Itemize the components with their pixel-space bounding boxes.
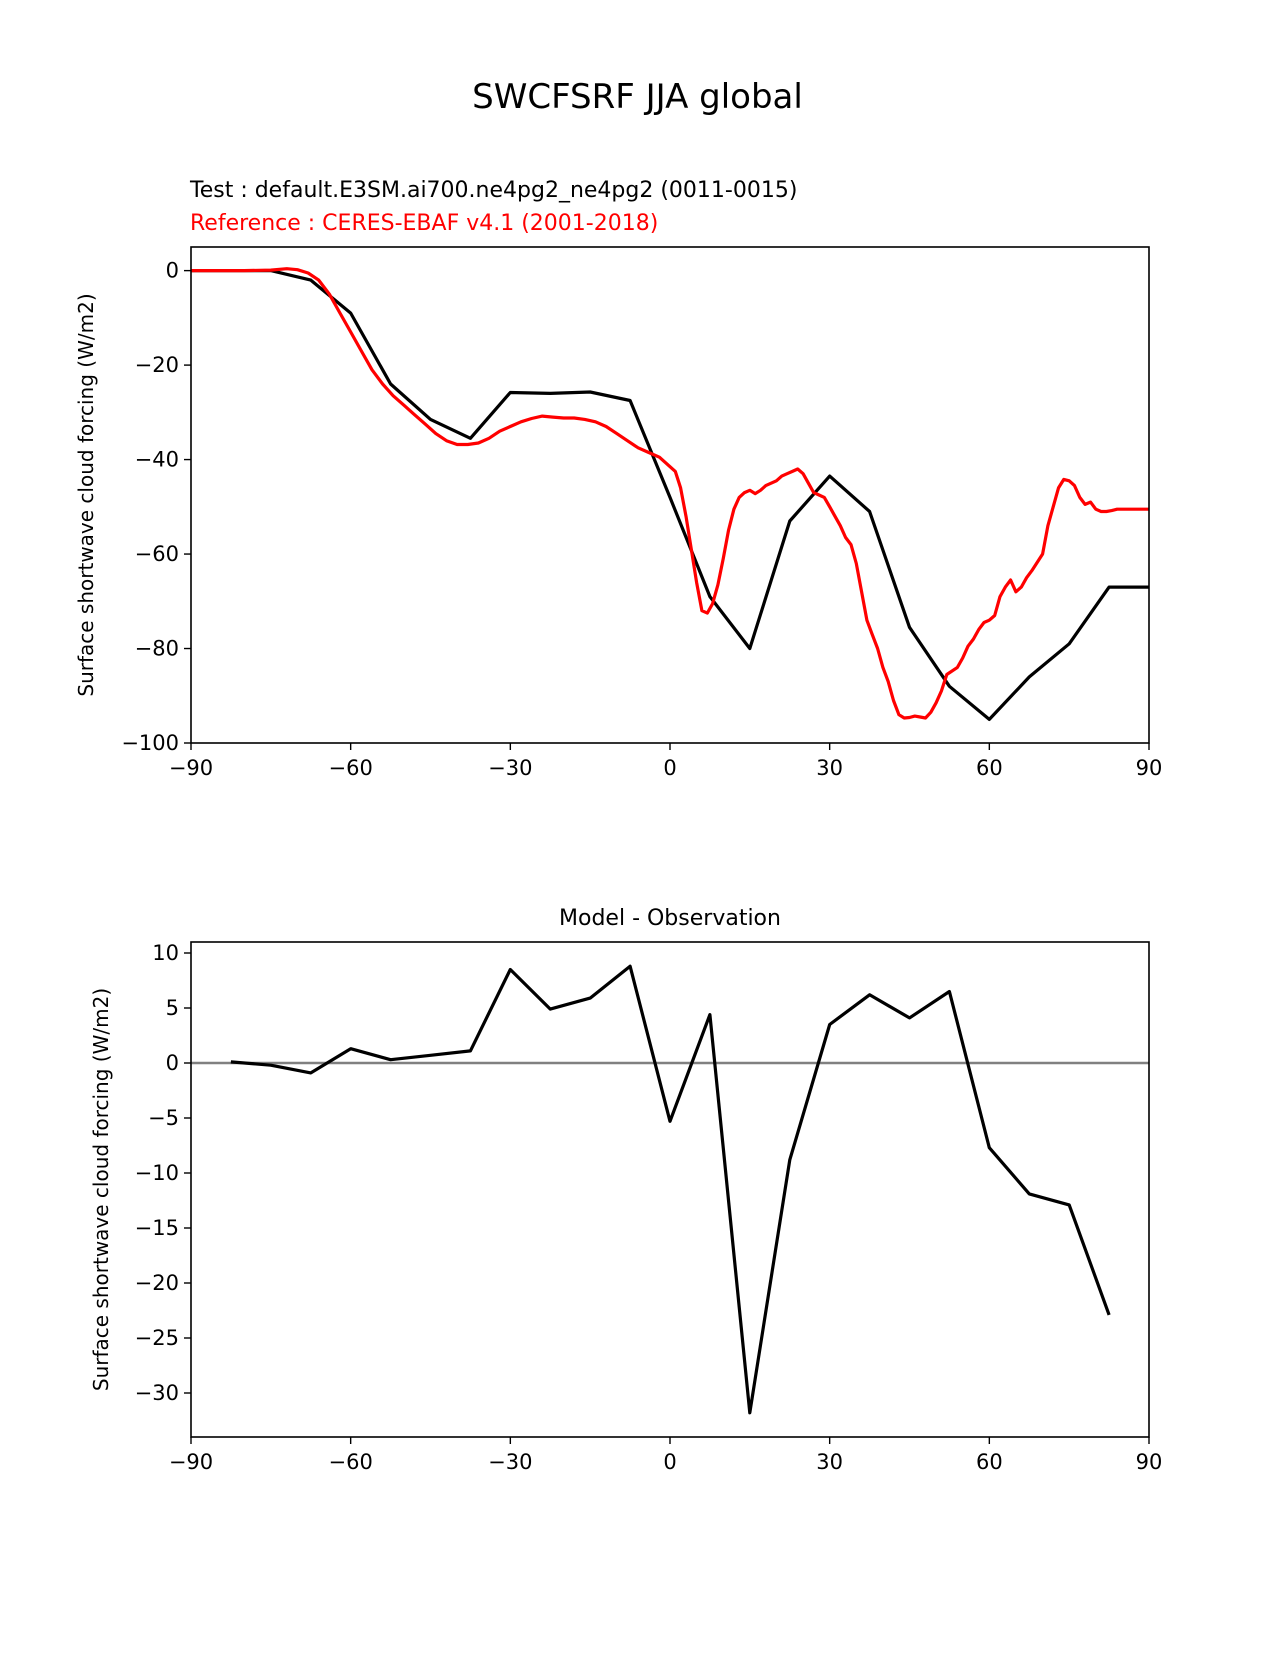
top-panel: −90 −60 −30 0 30 60 90 0 −20 −40 −60 −80 −100 Surface… [74,246,1163,780]
figure-title: SWCFSRF JJA global [472,77,803,117]
x-tick-label: 30 [816,1450,843,1474]
y-tick-label: 0 [166,1051,179,1075]
reference-label: Reference : CERES-EBAF v4.1 (2001-2018) [190,211,658,236]
y-tick-label: 0 [166,259,179,283]
x-tick-label: 90 [1136,1450,1163,1474]
y-tick-label: 5 [166,996,179,1020]
y-tick-label: −20 [135,1271,179,1295]
y-tick-label: 10 [152,941,179,965]
y-tick-label: −100 [121,731,179,755]
y-axis-label: Surface shortwave cloud forcing (W/m2) [89,988,113,1391]
y-tick-label: −30 [135,1381,179,1405]
x-tick-label: −90 [169,756,213,780]
y-tick-label: −25 [135,1326,179,1350]
y-tick-label: −5 [148,1106,179,1130]
series-line-reference [191,267,1149,720]
y-axis-label: Surface shortwave cloud forcing (W/m2) [74,293,98,696]
x-tick-label: 60 [976,756,1003,780]
x-tick-label: 30 [816,756,843,780]
x-tick-label: −30 [488,1450,532,1474]
series-line-test [191,269,1149,722]
y-tick-label: −40 [135,448,179,472]
y-tick-label: −15 [135,1216,179,1240]
x-tick-label: −30 [488,756,532,780]
x-tick-label: −60 [329,1450,373,1474]
x-tick-label: 0 [663,756,676,780]
x-tick-label: −90 [169,1450,213,1474]
x-tick-label: −60 [329,756,373,780]
x-tick-label: 0 [663,1450,676,1474]
test-label: Test : default.E3SM.ai700.ne4pg2_ne4pg2 … [189,178,797,203]
y-tick-label: −80 [135,637,179,661]
axes-frame [190,941,1150,1438]
bottom-panel-title: Model - Observation [559,906,781,931]
y-tick-label: −10 [135,1161,179,1185]
series-line-diff [230,964,1111,1415]
y-tick-label: −60 [135,542,179,566]
bottom-panel: −90 −60 −30 0 30 60 90 10 5 0 −5 −10 −15 −20 −25 −30 Sur… [89,941,1162,1474]
y-tick-label: −20 [135,353,179,377]
x-tick-label: 60 [976,1450,1003,1474]
x-tick-label: 90 [1136,756,1163,780]
